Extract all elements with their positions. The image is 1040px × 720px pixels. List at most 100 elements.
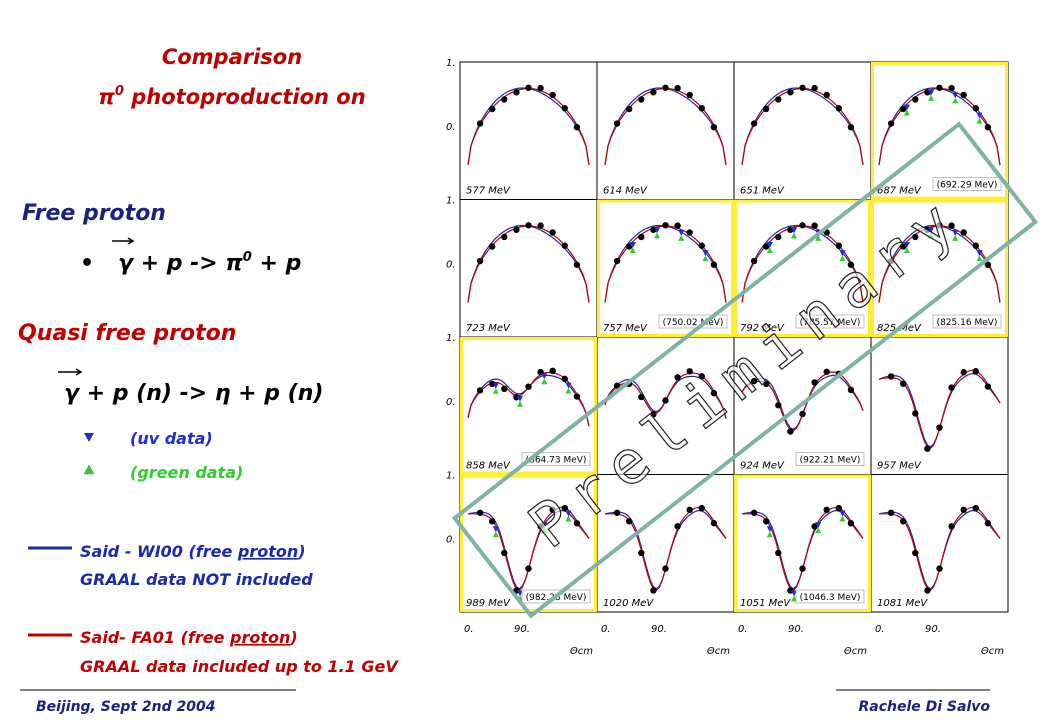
data-dot — [750, 377, 758, 385]
data-dot — [710, 261, 718, 268]
green-label: (green data) — [130, 463, 243, 482]
data-dot — [912, 233, 919, 241]
panel-label: 723 MeV — [466, 323, 511, 334]
data-dot — [662, 565, 669, 572]
data-dot — [686, 229, 693, 236]
data-dot — [787, 428, 794, 435]
data-dot — [537, 222, 544, 229]
data-dot — [525, 565, 532, 572]
uv-point — [678, 229, 685, 236]
green-point — [565, 387, 572, 394]
green-point — [903, 109, 910, 116]
panel-note: (692.29 MeV) — [937, 181, 998, 191]
uv-point — [976, 112, 983, 119]
data-dot — [650, 411, 657, 418]
data-dot — [835, 105, 842, 112]
panel-label: 577 MeV — [466, 186, 511, 197]
uv-point — [952, 92, 959, 99]
data-dot — [775, 233, 782, 241]
green-point — [791, 595, 798, 602]
arrow-head — [75, 368, 83, 376]
green-point — [629, 246, 636, 253]
note-box — [932, 314, 1002, 329]
highlight-frame — [734, 199, 871, 337]
data-dot — [613, 257, 621, 265]
data-dot — [924, 587, 931, 594]
uv-point — [517, 395, 524, 402]
data-dot — [799, 565, 806, 572]
panel-label: 1020 MeV — [603, 598, 654, 609]
x-label: 0. — [875, 624, 885, 635]
data-dot — [613, 509, 621, 516]
data-dot — [525, 84, 532, 91]
y-label: 0. — [446, 397, 456, 408]
green-point — [791, 232, 798, 239]
green-marker — [83, 464, 95, 475]
panel-label: 924 MeV — [740, 461, 785, 472]
panel-grid: 577 MeV 1. 0. 614 MeV 651 MeV 687 MeV (692.29 … — [446, 58, 1039, 657]
data-dot — [513, 226, 520, 233]
data-dot — [811, 379, 818, 386]
uv-marker — [84, 433, 94, 442]
data-dot — [476, 120, 484, 127]
data-dot — [948, 523, 955, 530]
data-dot — [626, 243, 633, 250]
green-point — [952, 234, 959, 241]
green-point — [928, 232, 935, 239]
data-dot — [489, 380, 496, 388]
green-point — [952, 97, 959, 104]
data-dot — [710, 389, 718, 397]
data-dot — [847, 520, 855, 527]
uv-point — [903, 104, 910, 111]
x-label: 90. — [651, 624, 667, 635]
green-point — [815, 527, 822, 534]
panel-note: (864.73 MeV) — [526, 456, 587, 466]
data-dot — [823, 91, 830, 99]
data-dot — [972, 368, 979, 375]
data-dot — [662, 84, 669, 91]
data-dot — [775, 402, 782, 409]
uv-point — [928, 227, 935, 234]
panel-label: 858 MeV — [466, 461, 511, 472]
data-dot — [787, 89, 794, 96]
panel-note: (750.02 MeV) — [663, 318, 724, 328]
data-dot — [561, 504, 568, 512]
gamma: γ — [118, 251, 135, 276]
sup: 0 — [243, 250, 252, 265]
data-dot — [936, 222, 943, 229]
x-title: Θcm — [844, 646, 867, 657]
panel-label: 614 MeV — [603, 186, 648, 197]
data-dot — [887, 373, 895, 380]
model-note: GRAAL data NOT included — [80, 570, 313, 589]
data-dot — [501, 549, 508, 557]
text: Said- FA01 (free — [80, 628, 230, 647]
green-point — [492, 531, 499, 538]
data-dot — [924, 445, 931, 452]
data-dot — [674, 374, 681, 381]
data-dot — [513, 89, 520, 96]
data-dot — [887, 257, 895, 265]
data-dot — [775, 96, 782, 103]
data-dot — [900, 518, 907, 525]
text: proton — [229, 628, 290, 647]
green-point — [903, 246, 910, 253]
data-dot — [972, 242, 979, 249]
data-dot — [476, 509, 484, 516]
watermark-box — [451, 121, 1039, 619]
data-dot — [573, 261, 581, 268]
data-dot — [912, 96, 919, 103]
panel-label: 687 MeV — [877, 186, 922, 197]
data-dot — [984, 124, 992, 131]
x-label: 90. — [925, 624, 941, 635]
data-dot — [912, 549, 919, 557]
data-dot — [561, 375, 568, 383]
x-title: Θcm — [707, 646, 730, 657]
data-dot — [960, 91, 967, 99]
free-heading: Free proton — [22, 201, 166, 226]
uv-point — [492, 382, 499, 389]
highlight-frame — [734, 474, 871, 612]
data-dot — [900, 243, 907, 250]
sup: 0 — [115, 84, 124, 99]
data-dot — [847, 261, 855, 268]
data-dot — [537, 84, 544, 92]
